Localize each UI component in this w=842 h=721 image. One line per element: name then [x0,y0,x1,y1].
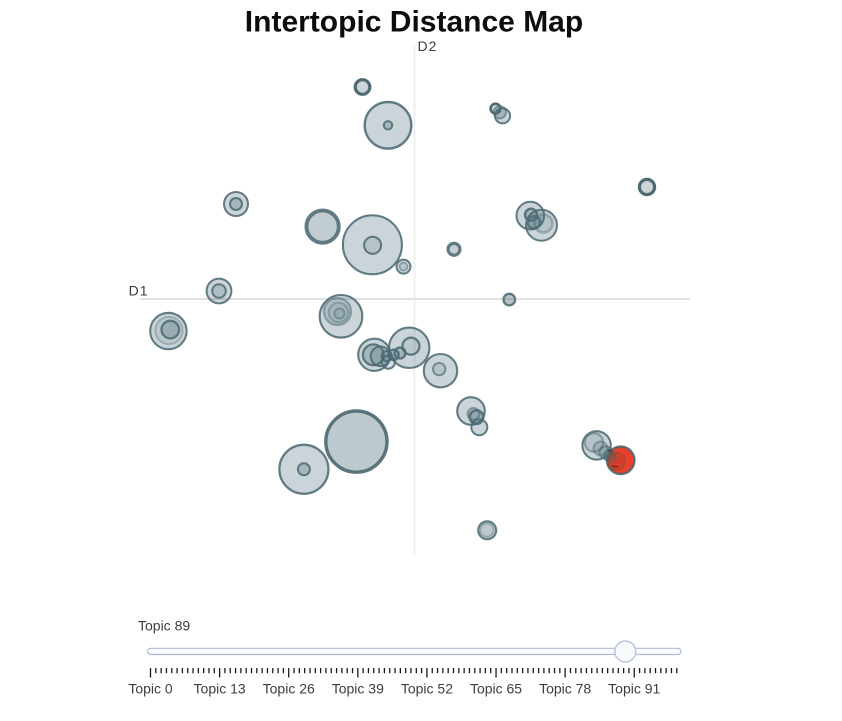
svg-text:Topic 52: Topic 52 [401,681,453,697]
svg-text:Topic 78: Topic 78 [539,681,591,697]
svg-text:Topic 26: Topic 26 [263,681,315,697]
svg-text:Topic 89: Topic 89 [138,618,190,634]
svg-text:D1: D1 [129,283,149,299]
svg-text:Intertopic Distance Map: Intertopic Distance Map [245,6,583,39]
svg-text:Topic 0: Topic 0 [128,681,173,697]
svg-text:Topic 39: Topic 39 [332,681,384,697]
svg-text:D2: D2 [418,38,438,54]
svg-text:Topic 91: Topic 91 [608,681,660,697]
svg-text:Topic 13: Topic 13 [194,681,246,697]
svg-text:Topic 65: Topic 65 [470,681,522,697]
